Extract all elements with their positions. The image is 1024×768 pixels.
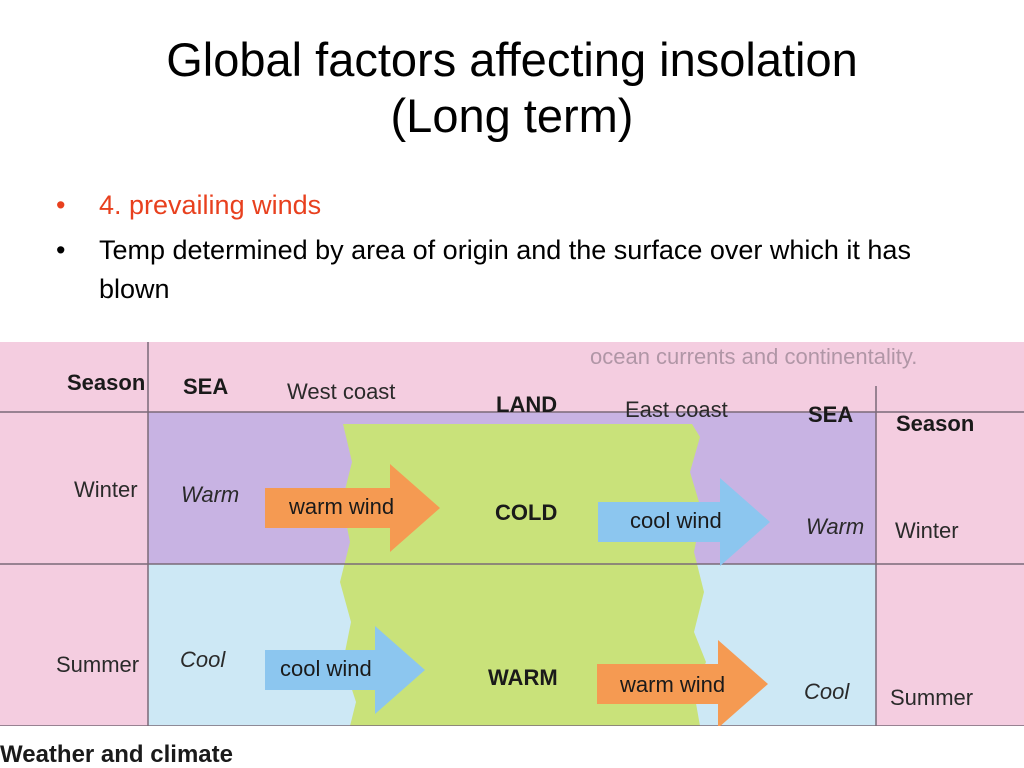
winter-arrow-left-label: warm wind xyxy=(288,494,394,519)
cool-wind-arrow xyxy=(265,626,425,714)
summer-arrow-left-label: cool wind xyxy=(280,656,372,681)
warm-wind-arrow xyxy=(597,640,768,728)
header-season-right: Season xyxy=(896,411,974,436)
bullet-item: • 4. prevailing winds xyxy=(56,186,976,225)
summer-sea-right: Cool xyxy=(804,679,850,704)
summer-row: Summer Cool cool wind WARM warm wind Coo… xyxy=(56,626,973,728)
bullet-marker: • xyxy=(56,190,66,220)
summer-season-left: Summer xyxy=(56,652,139,677)
bullet-item: • Temp determined by area of origin and … xyxy=(56,231,976,309)
land-strip xyxy=(340,424,706,726)
slide-title: Global factors affecting insolation (Lon… xyxy=(0,32,1024,144)
winter-land: COLD xyxy=(495,500,557,525)
winter-row: Winter Warm warm wind COLD cool wind War… xyxy=(74,464,959,566)
prevailing-winds-diagram: ocean currents and continentality. Seaso… xyxy=(0,342,1024,768)
footer-strip xyxy=(0,726,1024,768)
summer-land: WARM xyxy=(488,665,558,690)
bullet-list: • 4. prevailing winds • Temp determined … xyxy=(56,186,976,315)
winter-sea-right: Warm xyxy=(806,514,864,539)
winter-season-right: Winter xyxy=(895,518,959,543)
cool-wind-arrow xyxy=(598,478,770,566)
bullet-marker: • xyxy=(56,235,66,265)
title-line-2: (Long term) xyxy=(390,89,634,142)
header-sea-left: SEA xyxy=(183,374,228,399)
scan-top-text: ocean currents and continentality. xyxy=(590,344,917,369)
header-land: LAND xyxy=(496,392,557,417)
header-season-left: Season xyxy=(67,370,145,395)
header-sea-right: SEA xyxy=(808,402,853,427)
title-line-1: Global factors affecting insolation xyxy=(166,33,858,86)
header-east-coast: East coast xyxy=(625,397,728,422)
diagram-svg: ocean currents and continentality. Seaso… xyxy=(0,342,1024,768)
winter-arrow-right-label: cool wind xyxy=(630,508,722,533)
summer-sea-left: Cool xyxy=(180,647,226,672)
footer-text: Weather and climate xyxy=(0,741,233,768)
bullet-text: Temp determined by area of origin and th… xyxy=(99,235,911,304)
winter-season-left: Winter xyxy=(74,477,138,502)
header-west-coast: West coast xyxy=(287,379,395,404)
summer-arrow-right-label: warm wind xyxy=(619,672,725,697)
bullet-text: 4. prevailing winds xyxy=(99,190,322,220)
warm-wind-arrow xyxy=(265,464,440,552)
summer-season-right: Summer xyxy=(890,685,973,710)
winter-sea-left: Warm xyxy=(181,482,239,507)
